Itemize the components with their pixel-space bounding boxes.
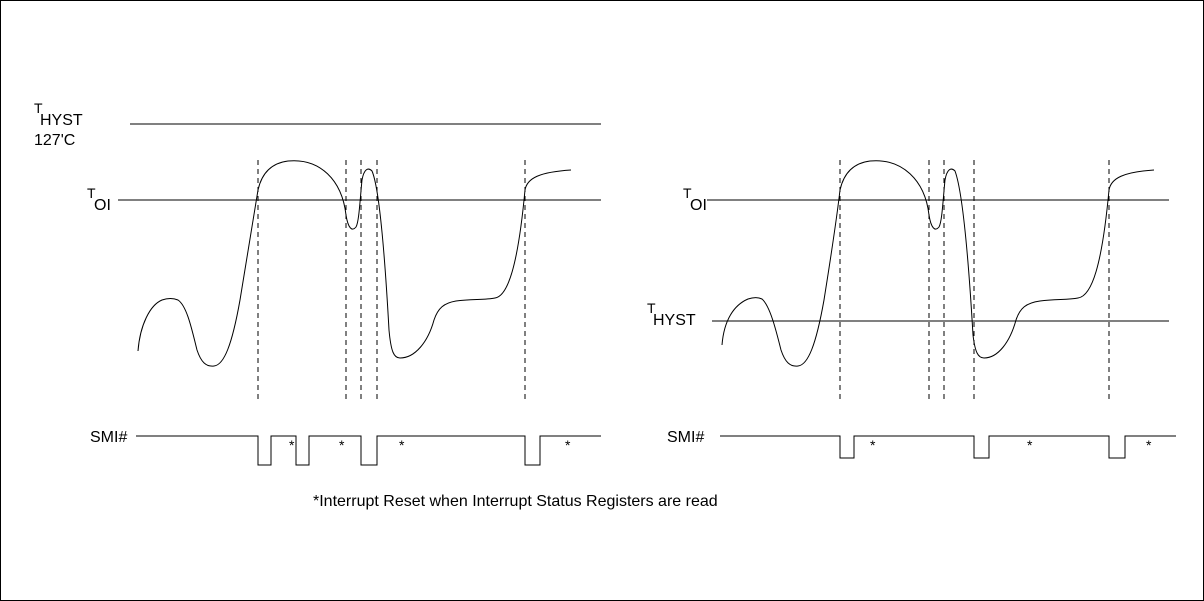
- right-thyst-t: T: [647, 300, 656, 316]
- left-thyst-temp: 127'C: [34, 132, 75, 149]
- right-toi-sub: OI: [690, 197, 707, 214]
- left-toi-sub: OI: [94, 197, 111, 214]
- right-thyst-sub: HYST: [653, 312, 696, 329]
- right-temperature-curve: [721, 160, 1155, 367]
- left-asterisk-1: *: [289, 437, 295, 453]
- right-panel: T OI T HYST SMI# * * *: [647, 160, 1176, 459]
- right-asterisk-3: *: [1146, 437, 1152, 453]
- footnote: *Interrupt Reset when Interrupt Status R…: [313, 493, 718, 510]
- right-smi-waveform: [720, 435, 1176, 459]
- left-thyst-t: T: [34, 100, 43, 116]
- right-asterisk-1: *: [870, 437, 876, 453]
- left-toi-t: T: [87, 185, 96, 201]
- right-toi-t: T: [683, 185, 692, 201]
- right-asterisk-2: *: [1027, 437, 1033, 453]
- left-temperature-curve: [137, 160, 572, 367]
- left-thyst-label: T HYST 127'C: [34, 100, 83, 149]
- left-thyst-sub: HYST: [40, 112, 83, 129]
- right-smi-label: SMI#: [667, 429, 704, 446]
- left-smi-waveform: [136, 435, 601, 466]
- left-toi-label: T OI: [87, 185, 111, 214]
- left-panel: T HYST 127'C T OI SMI# * * * *: [34, 100, 601, 466]
- left-asterisk-2: *: [339, 437, 345, 453]
- right-thyst-label: T HYST: [647, 300, 696, 329]
- left-asterisk-4: *: [565, 437, 571, 453]
- left-smi-label: SMI#: [90, 429, 127, 446]
- right-toi-label: T OI: [683, 185, 707, 214]
- left-asterisk-3: *: [399, 437, 405, 453]
